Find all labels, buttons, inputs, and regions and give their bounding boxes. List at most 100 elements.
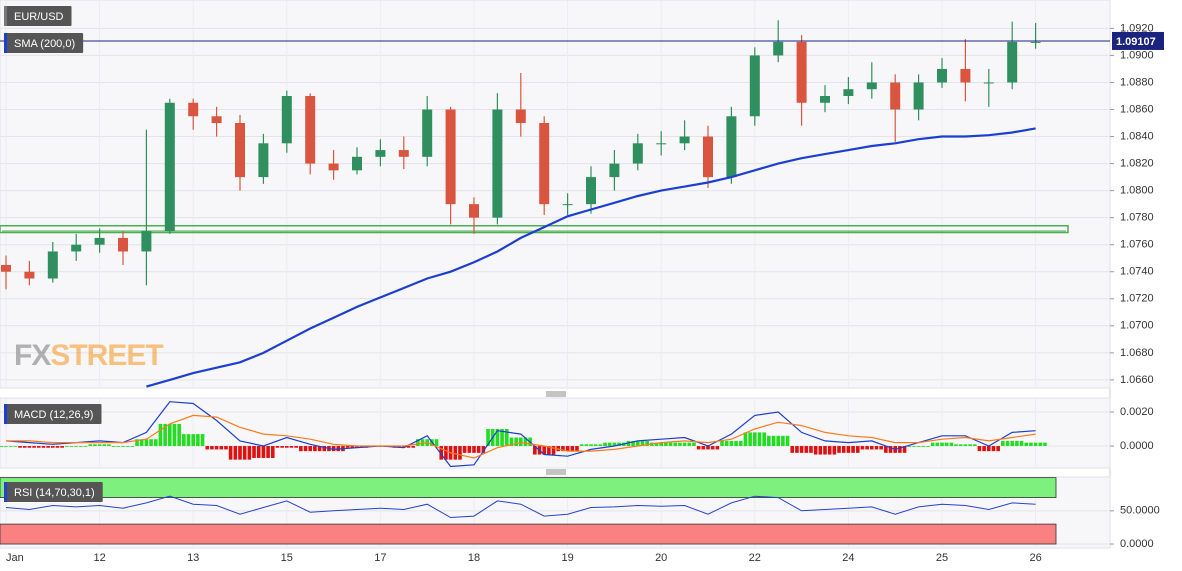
candle-body [469, 204, 479, 218]
candle-body [726, 116, 737, 178]
histogram-bar [874, 446, 879, 450]
pane-handle[interactable] [546, 391, 566, 475]
candle-body [1, 264, 11, 272]
legend-box [4, 404, 102, 424]
histogram-bar [280, 446, 284, 448]
histogram-bar [313, 446, 317, 452]
candle-body [679, 136, 690, 144]
histogram-bar [509, 437, 514, 447]
legend-box [4, 482, 103, 502]
histogram-bar [256, 446, 261, 458]
histogram-bar [18, 446, 22, 448]
histogram-bar [214, 446, 219, 450]
histogram-bar [238, 446, 242, 460]
candle-body [1030, 41, 1041, 43]
histogram-bar [350, 446, 355, 448]
histogram-bar [200, 434, 205, 447]
histogram-bar [121, 446, 125, 447]
histogram-bar [678, 442, 682, 447]
series-line [5, 401, 1036, 468]
histogram-bar [233, 446, 238, 460]
histogram-bar [472, 446, 476, 453]
candle-body [71, 244, 82, 252]
histogram-bar [654, 442, 659, 447]
histogram-bar [706, 446, 710, 450]
candle-body [118, 237, 128, 252]
x-tick-label: 15 [281, 552, 293, 564]
candle-body [632, 143, 643, 164]
candle-body [749, 55, 760, 117]
histogram-bar [668, 442, 673, 447]
histogram-bar [851, 446, 855, 453]
candle-body [188, 102, 199, 117]
histogram-bar [1001, 440, 1005, 447]
candle-body [1007, 41, 1018, 83]
y-tick-label: 1.0740 [1120, 266, 1154, 278]
histogram-bar [13, 446, 18, 447]
histogram-bar [317, 446, 322, 452]
histogram-bar [139, 439, 144, 447]
histogram-bar [486, 428, 490, 447]
histogram-bar [991, 446, 996, 452]
legend-label: MACD (12,26,9) [14, 409, 93, 421]
histogram-bar [355, 446, 359, 448]
histogram-bar [907, 446, 912, 447]
histogram-bar [261, 446, 266, 458]
legend-box [4, 33, 84, 53]
histogram-bar [926, 446, 930, 447]
candle-body [960, 68, 971, 83]
candle-body [445, 109, 456, 205]
candle-body [235, 123, 245, 178]
histogram-bar [153, 439, 158, 447]
histogram-bar [219, 446, 224, 450]
x-tick-label: 12 [93, 552, 105, 564]
histogram-bar [116, 446, 121, 447]
histogram-bar [514, 437, 518, 447]
histogram-bar [898, 446, 902, 453]
histogram-bar [345, 446, 350, 448]
histogram-bar [598, 444, 603, 447]
histogram-bar [93, 444, 97, 447]
histogram-bar [631, 440, 635, 447]
histogram-bar [720, 440, 724, 447]
legend-box [4, 6, 72, 26]
histogram-bar [402, 446, 406, 448]
histogram-bar [738, 440, 743, 447]
legend-marker [4, 33, 7, 53]
panel [0, 0, 1110, 388]
histogram-bar [804, 446, 809, 453]
y-tick-label: 1.0760 [1120, 239, 1154, 251]
histogram-bar [36, 446, 41, 448]
histogram-bar [879, 446, 883, 450]
histogram-bar [682, 442, 687, 447]
histogram-bar [968, 444, 972, 447]
histogram-bar [205, 446, 210, 450]
histogram-bar [865, 446, 869, 450]
histogram-bar [743, 432, 748, 447]
histogram-bar [458, 446, 462, 460]
last-price-box [1112, 31, 1164, 50]
histogram-bar [186, 434, 191, 447]
histogram-bar [163, 423, 167, 447]
histogram-bar [785, 435, 790, 447]
histogram-bar [4, 446, 8, 447]
histogram-bar [303, 446, 308, 452]
histogram-bar [523, 437, 528, 447]
y-tick-label: 1.0860 [1120, 103, 1154, 115]
x-tick-label: 19 [561, 552, 573, 564]
histogram-bar [270, 446, 275, 458]
histogram-bar [617, 442, 621, 447]
histogram-bar [467, 446, 472, 453]
histogram-bar [579, 444, 584, 447]
histogram-bar [664, 442, 668, 447]
candle-body [866, 82, 877, 90]
histogram-bar [476, 446, 481, 453]
histogram-bar [444, 446, 448, 460]
legend-label: SMA (200,0) [14, 38, 75, 50]
y-tick-label: 1.0720 [1120, 293, 1154, 305]
histogram-bar [32, 446, 36, 448]
candle-body [796, 41, 807, 103]
histogram-bar [158, 423, 163, 447]
candle-body [281, 95, 292, 144]
